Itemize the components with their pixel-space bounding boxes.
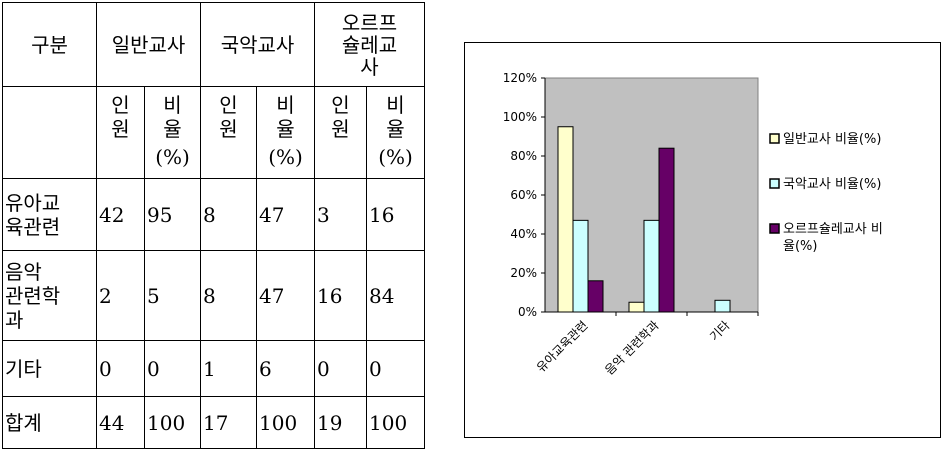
x-tick-label: 음악 관련학과	[602, 318, 661, 377]
bar	[572, 219, 589, 313]
bar	[643, 219, 660, 313]
header-people-char: 인	[219, 93, 238, 117]
header-ratio: 비 율 (%)	[366, 86, 425, 179]
row-label-line: 유아교	[5, 190, 61, 215]
header-ratio-char: 율	[163, 117, 182, 141]
legend-swatch	[769, 223, 780, 234]
header-people-char: 인	[111, 93, 130, 117]
cell-value: 47	[256, 178, 315, 251]
cell-value: 100	[256, 396, 315, 449]
bar	[714, 299, 731, 313]
cell-value: 0	[366, 340, 425, 397]
y-tick-label: 100%	[503, 110, 537, 124]
x-tick-label: 유아교육관련	[534, 318, 591, 375]
bar	[557, 126, 574, 313]
header-group-gugak: 국악교사	[200, 2, 315, 87]
header-people-char: 원	[219, 117, 238, 141]
header-ratio-unit: (%)	[268, 145, 303, 169]
cell-value: 47	[256, 250, 315, 341]
header-ratio-unit: (%)	[378, 145, 413, 169]
header-people: 인 원	[314, 86, 367, 179]
bar-chart: 0% 20% 40% 60% 80% 100% 120% 유아교육관련 음악 관련학과 기타 일반교…	[503, 71, 883, 378]
header-ratio: 비 율 (%)	[144, 86, 201, 179]
row-label-line: 육관련	[5, 214, 61, 239]
table-row: 음악 관련학 과 2 5 8 47 16 84	[2, 250, 425, 341]
cell-value: 0	[144, 340, 201, 397]
header-empty-cell	[2, 86, 97, 179]
row-label-line: 음악	[5, 259, 42, 284]
row-label: 음악 관련학 과	[2, 250, 97, 341]
row-label: 합계	[2, 396, 97, 449]
header-people: 인 원	[96, 86, 145, 179]
cell-value: 0	[96, 340, 145, 397]
cell-value: 95	[144, 178, 201, 251]
y-tick-label: 40%	[510, 227, 537, 241]
table-row: 유아교 육관련 42 95 8 47 3 16	[2, 178, 425, 251]
header-ratio-unit: (%)	[155, 145, 190, 169]
table-row: 합계 44 100 17 100 19 100	[2, 396, 425, 449]
legend-label: 오르프슐레교사 비	[783, 222, 883, 237]
cell-value: 8	[200, 178, 257, 251]
header-people: 인 원	[200, 86, 257, 179]
header-ratio-char: 율	[386, 117, 405, 141]
legend-swatch	[769, 178, 780, 189]
cell-value: 84	[366, 250, 425, 341]
legend-label: 율(%)	[783, 239, 817, 254]
cell-value: 44	[96, 396, 145, 449]
cell-value: 8	[200, 250, 257, 341]
header-people-char: 원	[111, 117, 130, 141]
header-ratio-char: 비	[386, 93, 405, 117]
header-group-general: 일반교사	[96, 2, 201, 87]
cell-value: 16	[366, 178, 425, 251]
chart-frame: 0% 20% 40% 60% 80% 100% 120% 유아교육관련 음악 관련학과 기타 일반교…	[464, 42, 941, 438]
header-category: 구분	[2, 2, 97, 87]
cell-value: 19	[314, 396, 367, 449]
legend-swatch	[769, 133, 780, 144]
y-tick-label: 80%	[510, 149, 537, 163]
header-ratio-char: 비	[276, 93, 295, 117]
y-tick-label: 60%	[510, 188, 537, 202]
legend-label: 국악교사 비율(%)	[783, 177, 881, 192]
bar	[628, 301, 645, 313]
cell-value: 3	[314, 178, 367, 251]
row-label: 유아교 육관련	[2, 178, 97, 251]
cell-value: 6	[256, 340, 315, 397]
header-people-char: 인	[331, 93, 350, 117]
header-ratio: 비 율 (%)	[256, 86, 315, 179]
header-ratio-char: 비	[163, 93, 182, 117]
header-group-orff: 오르프슐레교사	[314, 2, 425, 87]
header-ratio-char: 율	[276, 117, 295, 141]
cell-value: 100	[144, 396, 201, 449]
cell-value: 42	[96, 178, 145, 251]
cell-value: 0	[314, 340, 367, 397]
legend-label: 일반교사 비율(%)	[783, 132, 881, 147]
y-tick-label: 0%	[518, 305, 537, 319]
table-row: 기타 0 0 1 6 0 0	[2, 340, 425, 397]
cell-value: 100	[366, 396, 425, 449]
bar	[658, 147, 675, 313]
cell-value: 1	[200, 340, 257, 397]
x-tick-label: 기타	[707, 318, 733, 344]
data-table: 구분 일반교사 국악교사 오르프슐레교사 인 원 비 율 (%) 인 원 비 율…	[2, 2, 425, 449]
cell-value: 16	[314, 250, 367, 341]
header-group-orff-text: 오르프슐레교사	[341, 10, 398, 79]
bar	[587, 280, 604, 313]
cell-value: 17	[200, 396, 257, 449]
cell-value: 5	[144, 250, 201, 341]
row-label-line: 관련학	[5, 283, 61, 308]
header-people-char: 원	[331, 117, 350, 141]
row-label-line: 과	[5, 307, 24, 332]
y-tick-label: 120%	[503, 71, 537, 85]
y-tick-label: 20%	[510, 266, 537, 280]
cell-value: 2	[96, 250, 145, 341]
row-label: 기타	[2, 340, 97, 397]
